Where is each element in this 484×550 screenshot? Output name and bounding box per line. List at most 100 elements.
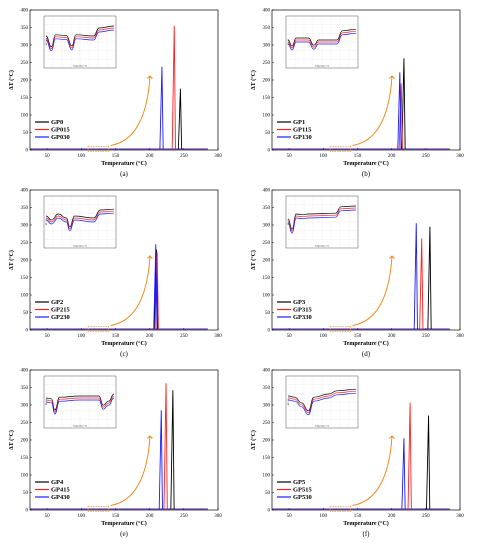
panel-label: (c) bbox=[120, 350, 128, 358]
y-tick-label: 350 bbox=[21, 386, 29, 391]
x-tick-label: 300 bbox=[456, 154, 464, 159]
x-tick-label: 100 bbox=[320, 154, 328, 159]
inset-curve-gp0 bbox=[45, 25, 115, 48]
zoom-arrow bbox=[110, 435, 151, 506]
y-tick-label: 400 bbox=[263, 189, 271, 194]
y-tick-label: 0 bbox=[268, 329, 271, 334]
inset-curve-gp5 bbox=[287, 388, 357, 412]
zoom-region bbox=[329, 506, 351, 512]
zoom-region bbox=[329, 326, 351, 332]
legend-label: GP0 bbox=[51, 119, 63, 126]
x-tick-label: 200 bbox=[146, 514, 154, 519]
legend-label: GP130 bbox=[293, 134, 312, 141]
x-tick-label: 100 bbox=[320, 514, 328, 519]
inset-curve-gp430 bbox=[45, 397, 115, 415]
y-tick-label: 200 bbox=[21, 79, 29, 84]
x-tick-label: 300 bbox=[456, 514, 464, 519]
inset-plot: Temperature (°C) ΔT (°C) bbox=[43, 195, 117, 249]
series-peak-gp0 bbox=[177, 88, 183, 149]
inset-y-label: ΔT (°C) bbox=[45, 398, 48, 405]
chart-panel: 50 100 150 200 250 300 0 50 100 150 200 250 300 350 40… bbox=[8, 369, 222, 538]
series-peak-gp2 bbox=[153, 249, 159, 329]
x-tick-label: 200 bbox=[388, 334, 396, 339]
inset-x-label: Temperature (°C) bbox=[315, 425, 329, 428]
zoom-arrow bbox=[352, 255, 393, 326]
legend-label: GP430 bbox=[51, 494, 70, 501]
x-tick-label: 100 bbox=[78, 154, 86, 159]
y-tick-label: 150 bbox=[21, 96, 29, 101]
y-tick-label: 400 bbox=[263, 9, 271, 14]
y-tick-label: 150 bbox=[263, 96, 271, 101]
inset-curve-gp3 bbox=[287, 205, 357, 230]
x-tick-label: 250 bbox=[422, 154, 430, 159]
y-tick-label: 400 bbox=[21, 189, 29, 194]
legend-label: GP015 bbox=[51, 127, 71, 134]
y-tick-label: 350 bbox=[263, 206, 271, 211]
series-peak-gp115 bbox=[398, 83, 403, 149]
inset-y-label: ΔT (°C) bbox=[45, 218, 48, 225]
inset-plot: Temperature (°C) ΔT (°C) bbox=[43, 15, 117, 69]
y-tick-label: 200 bbox=[263, 259, 271, 264]
legend-label: GP030 bbox=[51, 134, 70, 141]
y-axis-label: ΔT (°C) bbox=[8, 70, 15, 90]
series-peak-gp1 bbox=[401, 58, 406, 149]
x-axis-label: Temperature (°C) bbox=[101, 520, 147, 527]
inset-curve-gp330 bbox=[287, 209, 357, 234]
panel-label: (a) bbox=[120, 170, 128, 178]
chart-panel: 50 100 150 200 250 300 0 50 100 150 200 250 300 350 40… bbox=[8, 189, 222, 358]
legend-label: GP115 bbox=[293, 127, 312, 134]
y-tick-label: 100 bbox=[21, 114, 29, 119]
series-peak-gp315 bbox=[419, 238, 424, 329]
y-tick-label: 50 bbox=[265, 311, 271, 316]
x-tick-label: 300 bbox=[214, 154, 222, 159]
inset-x-label: Temperature (°C) bbox=[73, 245, 87, 248]
x-tick-label: 50 bbox=[287, 154, 293, 159]
x-tick-label: 150 bbox=[112, 514, 120, 519]
y-tick-label: 0 bbox=[268, 509, 271, 514]
y-tick-label: 300 bbox=[21, 224, 29, 229]
zoom-arrow bbox=[110, 75, 151, 146]
y-tick-label: 50 bbox=[265, 491, 271, 496]
series-peak-gp3 bbox=[427, 226, 432, 329]
series-peak-gp415 bbox=[163, 383, 168, 509]
series-peak-gp215 bbox=[154, 252, 159, 329]
legend-label: GP515 bbox=[293, 487, 313, 494]
inset-curve-gp4 bbox=[45, 393, 115, 411]
legend-label: GP2 bbox=[51, 299, 63, 306]
zoom-region bbox=[329, 146, 351, 152]
series-peak-gp030 bbox=[159, 66, 164, 149]
legend-label: GP415 bbox=[51, 487, 71, 494]
chart-panel: 50 100 150 200 250 300 0 50 100 150 200 250 300 350 40… bbox=[8, 9, 222, 178]
y-axis-label: ΔT (°C) bbox=[8, 250, 15, 270]
y-tick-label: 200 bbox=[21, 439, 29, 444]
y-tick-label: 300 bbox=[21, 44, 29, 49]
inset-x-label: Temperature (°C) bbox=[315, 65, 329, 68]
series-peak-gp430 bbox=[158, 410, 163, 509]
y-axis-label: ΔT (°C) bbox=[250, 430, 257, 450]
x-tick-label: 50 bbox=[45, 154, 51, 159]
inset-y-label: ΔT (°C) bbox=[45, 38, 48, 45]
x-tick-label: 250 bbox=[180, 154, 188, 159]
y-tick-label: 250 bbox=[263, 61, 271, 66]
zoom-arrow-head bbox=[147, 435, 153, 439]
y-tick-label: 0 bbox=[26, 329, 29, 334]
x-tick-label: 200 bbox=[388, 514, 396, 519]
inset-curve-gp030 bbox=[45, 29, 115, 52]
inset-curve-gp415 bbox=[45, 395, 115, 413]
y-tick-label: 150 bbox=[21, 456, 29, 461]
zoom-arrow bbox=[352, 75, 393, 146]
legend-label: GP1 bbox=[293, 119, 305, 126]
inset-curve-gp1 bbox=[287, 28, 357, 47]
x-axis-label: Temperature (°C) bbox=[343, 340, 389, 347]
series-peak-gp5 bbox=[426, 415, 431, 509]
x-tick-label: 250 bbox=[180, 514, 188, 519]
series-peak-gp015 bbox=[171, 25, 176, 149]
x-tick-label: 50 bbox=[287, 334, 293, 339]
inset-x-label: Temperature (°C) bbox=[73, 65, 87, 68]
y-tick-label: 150 bbox=[263, 456, 271, 461]
inset-curve-gp315 bbox=[287, 207, 357, 232]
y-tick-label: 400 bbox=[21, 369, 29, 374]
x-tick-label: 100 bbox=[78, 334, 86, 339]
inset-y-label: ΔT (°C) bbox=[287, 218, 290, 225]
chart-panel: 50 100 150 200 250 300 0 50 100 150 200 250 300 350 40… bbox=[250, 369, 464, 538]
